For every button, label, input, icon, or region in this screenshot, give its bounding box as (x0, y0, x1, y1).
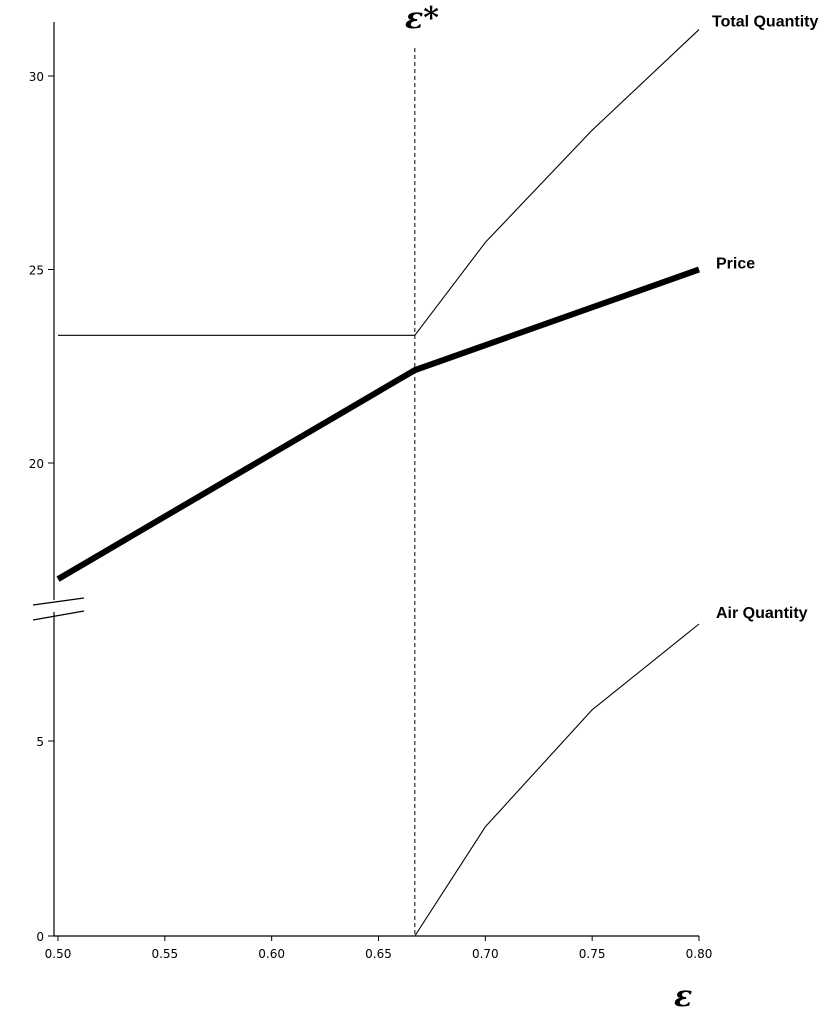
y-tick-label: 20 (29, 457, 44, 471)
y-tick-label: 0 (36, 930, 44, 944)
x-tick-label: 0.65 (365, 947, 392, 961)
y-tick-label: 30 (29, 70, 44, 84)
marker-label: ε* (405, 1, 439, 36)
x-tick-label: 0.55 (151, 947, 178, 961)
y-axis (32, 22, 85, 936)
y-ticks: 20 25 30 0 5 (29, 70, 54, 944)
price-label: Price (716, 256, 755, 273)
total-quantity-line (58, 29, 700, 336)
axis-break-mark (32, 610, 85, 621)
axis-break-mark (32, 597, 85, 606)
series-group: Total Quantity Price Air Quantity (56, 14, 818, 937)
air-quantity-line (414, 623, 700, 937)
total-quantity-label: Total Quantity (712, 14, 818, 31)
y-tick-label: 5 (36, 735, 44, 749)
y-tick-label: 25 (29, 264, 44, 278)
x-tick-label: 0.60 (258, 947, 285, 961)
x-tick-label: 0.70 (472, 947, 499, 961)
x-tick-label: 0.50 (45, 947, 72, 961)
air-quantity-label: Air Quantity (716, 605, 808, 622)
x-ticks: 0.50 0.55 0.60 0.65 0.70 0.75 0.80 (45, 936, 713, 961)
x-tick-label: 0.75 (579, 947, 606, 961)
x-axis-label: ε (674, 979, 692, 1013)
price-line (56, 266, 701, 582)
x-tick-label: 0.80 (686, 947, 713, 961)
